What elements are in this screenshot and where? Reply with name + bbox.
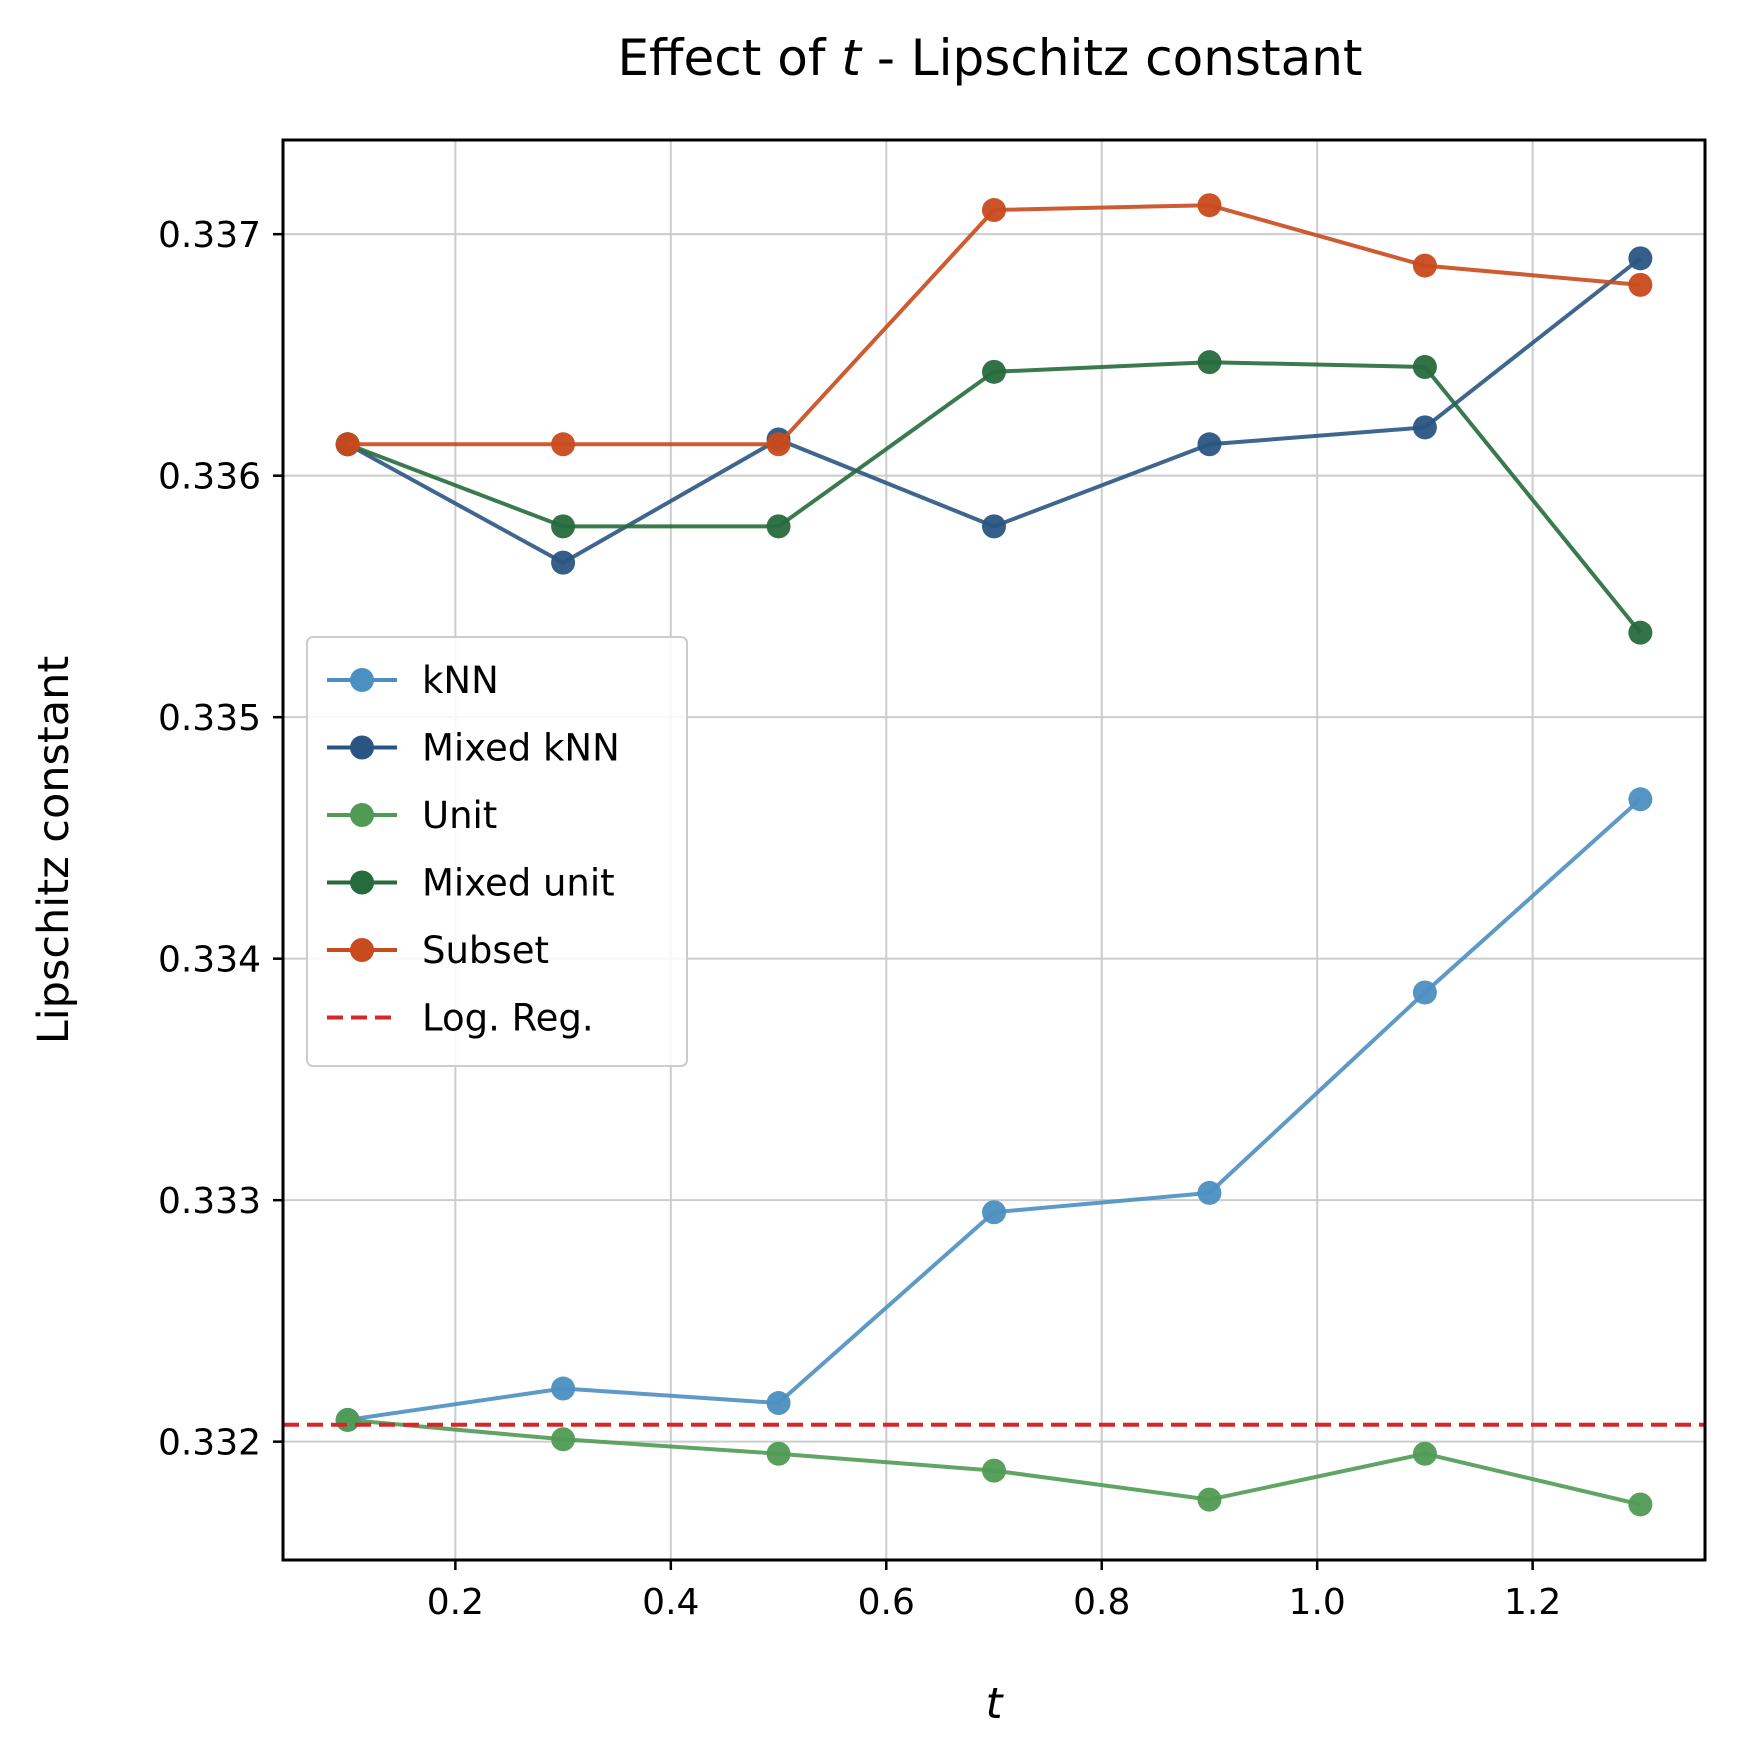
- legend-marker-knn: [350, 668, 374, 692]
- data-point-knn: [766, 1391, 791, 1416]
- data-point-subset: [982, 198, 1006, 223]
- x-tick-label: 0.6: [858, 1582, 915, 1623]
- data-point-knn: [1197, 1180, 1222, 1205]
- chart-title: Effect of t - Lipschitz constant: [617, 29, 1362, 87]
- data-point-knn: [551, 1376, 576, 1401]
- y-tick-label: 0.336: [158, 457, 261, 498]
- y-tick-label: 0.332: [158, 1423, 261, 1464]
- data-point-subset: [1197, 193, 1222, 218]
- data-point-mixed-knn: [982, 514, 1006, 539]
- data-point-mixed-knn: [1197, 432, 1222, 457]
- data-point-mixed-unit: [1628, 620, 1653, 645]
- data-point-mixed-unit: [1197, 350, 1222, 375]
- x-tick-label: 1.0: [1289, 1582, 1346, 1623]
- data-point-knn: [1628, 787, 1653, 812]
- data-point-knn: [982, 1200, 1006, 1225]
- axis-ticks: 0.2 0.4 0.6 0.8 1.0 1.2 0.332 0.333 0.334 0.335 0.…: [158, 215, 1561, 1623]
- legend-label-mixed-knn: Mixed kNN: [422, 727, 620, 770]
- data-point-unit: [551, 1427, 576, 1452]
- grid: [283, 140, 1705, 1560]
- legend: kNN Mixed kNN Unit Mixed unit Subset Log. Reg…: [306, 636, 688, 1067]
- legend-marker-unit: [350, 803, 374, 827]
- series-mixed-unit: [335, 350, 1653, 645]
- data-point-unit: [766, 1441, 791, 1466]
- plot-series: [283, 193, 1705, 1517]
- legend-label-unit: Unit: [422, 794, 497, 837]
- data-point-mixed-knn: [551, 550, 576, 575]
- data-point-unit: [335, 1407, 360, 1432]
- legend-label-subset: Subset: [422, 929, 549, 972]
- y-tick-label: 0.333: [158, 1181, 261, 1222]
- plot-frame: [281, 138, 1707, 1562]
- data-point-unit: [1412, 1441, 1437, 1466]
- data-point-unit: [982, 1458, 1006, 1483]
- data-point-subset: [551, 432, 576, 457]
- data-point-unit: [1197, 1487, 1222, 1512]
- data-point-subset: [766, 432, 791, 457]
- y-tick-label: 0.335: [158, 698, 261, 739]
- x-tick-label: 0.8: [1073, 1582, 1130, 1623]
- y-tick-label: 0.334: [158, 940, 261, 981]
- data-point-subset: [1628, 272, 1653, 297]
- x-axis-label: t: [986, 1679, 1005, 1729]
- data-point-mixed-unit: [551, 514, 576, 539]
- legend-label-log-reg: Log. Reg.: [422, 997, 594, 1040]
- y-tick-label: 0.337: [158, 215, 261, 256]
- x-tick-label: 1.2: [1504, 1582, 1561, 1623]
- legend-marker-mixed-knn: [350, 735, 374, 760]
- legend-box: [306, 636, 688, 1067]
- data-point-mixed-knn: [1412, 415, 1437, 440]
- x-tick-label: 0.2: [427, 1582, 484, 1623]
- data-point-subset: [1412, 253, 1437, 278]
- data-point-subset: [335, 432, 360, 457]
- legend-marker-mixed-unit: [350, 870, 374, 895]
- data-point-knn: [1412, 980, 1437, 1005]
- y-axis-label: Lipschitz constant: [29, 656, 79, 1044]
- data-point-mixed-unit: [1412, 355, 1437, 380]
- x-tick-label: 0.4: [642, 1582, 699, 1623]
- legend-marker-subset: [350, 938, 374, 962]
- legend-label-knn: kNN: [422, 659, 499, 702]
- data-point-unit: [1628, 1492, 1653, 1517]
- series-subset: [335, 193, 1653, 457]
- series-unit: [335, 1407, 1653, 1517]
- data-point-mixed-unit: [982, 359, 1006, 384]
- legend-label-mixed-unit: Mixed unit: [422, 862, 615, 905]
- data-point-mixed-knn: [1628, 246, 1653, 271]
- data-point-mixed-unit: [766, 514, 791, 539]
